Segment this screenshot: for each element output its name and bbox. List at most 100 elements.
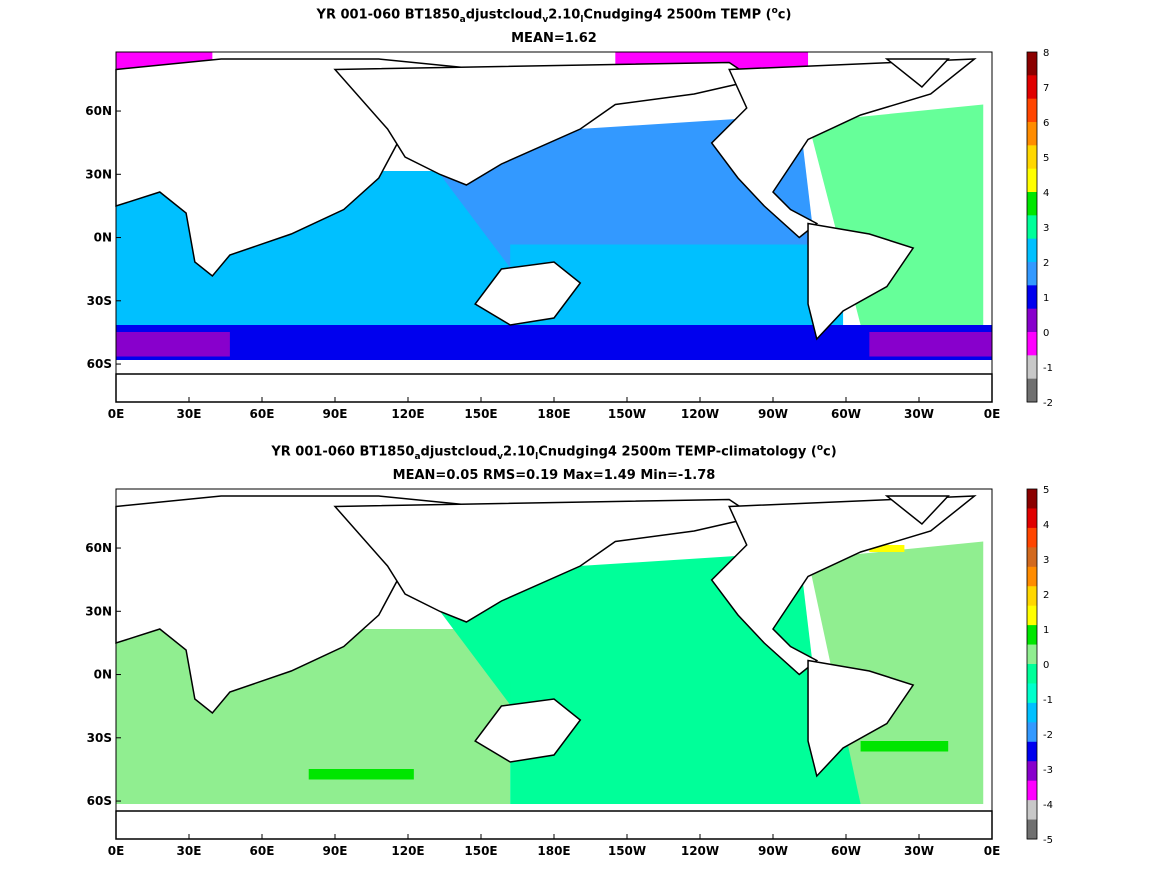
x-tick-label: 0E — [984, 844, 1001, 858]
landmass — [884, 58, 950, 89]
colorbar-segment — [1027, 285, 1037, 310]
colorbar-tick-label: 2 — [1043, 258, 1049, 269]
colorbar-segment — [1027, 238, 1037, 263]
colorbar-tick-label: 1 — [1043, 293, 1049, 304]
landmass — [710, 58, 977, 239]
colorbar-segment — [1027, 819, 1037, 840]
colorbar-segment — [1027, 780, 1037, 801]
panel1-map — [115, 52, 993, 403]
y-tick-label: 60S — [87, 357, 112, 371]
colorbar-tick-label: -3 — [1043, 765, 1053, 776]
x-tick-label: 120E — [391, 407, 424, 421]
colorbar-segment — [1027, 644, 1037, 665]
colorbar-segment — [1027, 98, 1037, 123]
x-tick-label: 90W — [758, 844, 788, 858]
colorbar-tick-label: 8 — [1043, 48, 1049, 59]
colorbar-tick-label: -2 — [1043, 730, 1053, 741]
x-tick-label: 150E — [464, 407, 497, 421]
panel1-axes: 0E 30E 60E 90E 120E 150E 180E 150W 120W 90W 60W 30W… — [85, 51, 1001, 421]
y-tick-label: 30S — [87, 294, 112, 308]
panel2-map — [115, 489, 993, 840]
x-tick-label: 120W — [681, 407, 719, 421]
x-tick-label: 30E — [177, 407, 202, 421]
x-tick-label: 30E — [177, 844, 202, 858]
colorbar-segment — [1027, 378, 1037, 403]
panel2-title: YR 001-060 BT1850adjustcloudv2.10lCnudgi… — [271, 443, 837, 462]
x-tick-label: 60E — [250, 407, 275, 421]
x-tick-label: 150W — [608, 407, 646, 421]
colorbar-segment — [1027, 122, 1037, 146]
landmass — [807, 222, 915, 341]
colorbar-segment — [1027, 800, 1037, 821]
colorbar-segment — [1027, 664, 1037, 684]
x-tick-label: 90E — [323, 407, 348, 421]
y-tick-label: 30S — [87, 731, 112, 745]
colorbar-tick-label: 5 — [1043, 153, 1049, 164]
y-tick-label: 60N — [85, 541, 112, 555]
colorbar-segment — [1027, 215, 1037, 240]
landmass — [474, 261, 582, 326]
colorbar-tick-label: -4 — [1043, 800, 1053, 811]
colorbar-segment — [1027, 761, 1037, 782]
colorbar-segment — [1027, 625, 1037, 646]
x-tick-label: 180E — [537, 407, 570, 421]
colorbar-segment — [1027, 168, 1037, 193]
colorbar-tick-label: 6 — [1043, 118, 1049, 129]
x-tick-label: 60W — [831, 407, 861, 421]
y-tick-label: 30N — [85, 167, 112, 181]
x-tick-label: 180E — [537, 844, 570, 858]
colorbar-segment — [1027, 489, 1037, 509]
colorbar-tick-label: 1 — [1043, 625, 1049, 636]
landmass — [474, 698, 582, 763]
x-tick-label: 120E — [391, 844, 424, 858]
colorbar-tick-label: 4 — [1043, 520, 1049, 531]
y-tick-label: 30N — [85, 604, 112, 618]
panel2-stats: MEAN=0.05 RMS=0.19 Max=1.49 Min=-1.78 — [392, 468, 716, 483]
x-tick-label: 0E — [984, 407, 1001, 421]
panel1-stats: MEAN=1.62 — [511, 31, 597, 46]
y-tick-label: 60N — [85, 104, 112, 118]
colorbar-segment — [1027, 192, 1037, 216]
colorbar-tick-label: 4 — [1043, 188, 1049, 199]
y-tick-label: 60S — [87, 794, 112, 808]
x-tick-label: 120W — [681, 844, 719, 858]
y-tick-label: 0N — [94, 231, 112, 245]
colorbar-tick-label: -5 — [1043, 835, 1053, 846]
southern-ocean-region — [116, 325, 992, 360]
x-tick-label: 0E — [108, 844, 125, 858]
colorbar-tick-label: 7 — [1043, 83, 1049, 94]
colorbar-segment — [1027, 566, 1037, 587]
x-tick-label: 30W — [904, 407, 934, 421]
x-tick-label: 150W — [608, 844, 646, 858]
colorbar-segment — [1027, 75, 1037, 100]
panel2-colorbar: 5 4 3 2 1 0 -1 -2 -3 -4 -5 — [1026, 485, 1053, 846]
colorbar-tick-label: 5 — [1043, 485, 1049, 496]
colorbar-segment — [1027, 741, 1037, 762]
colorbar-segment — [1027, 586, 1037, 607]
colorbar-frame — [1026, 51, 1038, 403]
x-tick-label: 60W — [831, 844, 861, 858]
colorbar-segment — [1027, 683, 1037, 704]
colorbar-segment — [1027, 355, 1037, 380]
colorbar-tick-label: 2 — [1043, 590, 1049, 601]
colorbar-segment — [1027, 508, 1037, 529]
colorbar-frame — [1026, 488, 1038, 840]
colorbar-segment — [1027, 332, 1037, 356]
panel1-colorbar: 8 7 6 5 4 3 2 1 0 -1 -2 — [1026, 48, 1053, 409]
colorbar-segment — [1027, 722, 1037, 743]
x-tick-label: 0E — [108, 407, 125, 421]
landmass — [807, 659, 915, 778]
colorbar-segment — [1027, 262, 1037, 286]
colorbar-tick-label: 0 — [1043, 328, 1049, 339]
landmass — [884, 495, 950, 526]
colorbar-segment — [1027, 52, 1037, 76]
colorbar-tick-label: 3 — [1043, 555, 1049, 566]
colorbar-segment — [1027, 605, 1037, 626]
panel2-axes: 0E 30E 60E 90E 120E 150E 180E 150W 120W 90W 60W 30W… — [85, 488, 1001, 858]
x-tick-label: 150E — [464, 844, 497, 858]
panel1-title: YR 001-060 BT1850adjustcloudv2.10lCnudgi… — [316, 6, 792, 25]
colorbar-tick-label: -2 — [1043, 398, 1053, 409]
x-tick-label: 60E — [250, 844, 275, 858]
colorbar-tick-label: -1 — [1043, 695, 1053, 706]
